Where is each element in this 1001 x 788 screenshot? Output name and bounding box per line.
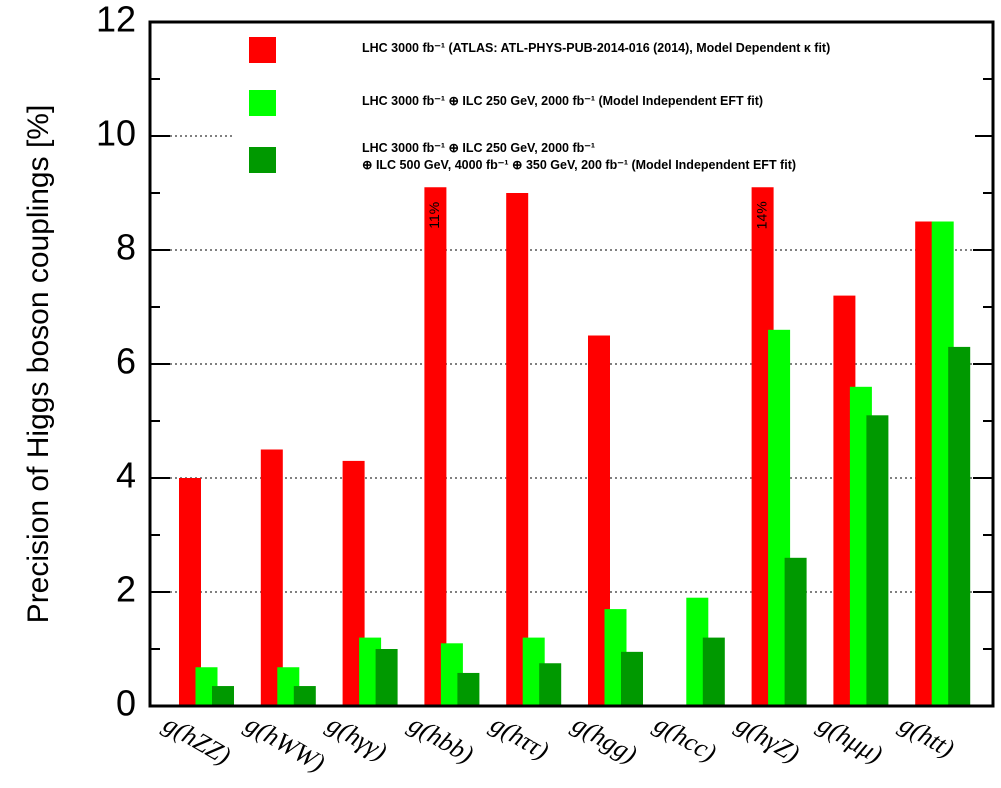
value-label: 11% [426, 202, 442, 229]
bar [866, 415, 889, 706]
y-tick-label: 8 [116, 227, 136, 268]
y-tick-label: 0 [116, 683, 136, 724]
value-label: 14% [753, 201, 769, 229]
x-tick-label: g(hbb) [404, 709, 479, 769]
bar [375, 649, 398, 706]
y-tick-label: 6 [116, 341, 136, 382]
legend-swatch [249, 37, 276, 63]
x-tick-label: g(hZZ) [159, 709, 236, 770]
x-tick-label: g(hγZ) [731, 709, 804, 768]
legend-label: LHC 3000 fb⁻¹ (ATLAS: ATL-PHYS-PUB-2014-… [362, 41, 831, 55]
legend-swatch [249, 90, 276, 116]
bar [621, 651, 643, 706]
y-tick-label: 2 [116, 569, 136, 610]
legend-label: LHC 3000 fb⁻¹ ⊕ ILC 250 GeV, 2000 fb⁻¹ ⊕… [362, 141, 797, 172]
legend-entry: LHC 3000 fb⁻¹ ⊕ ILC 250 GeV, 2000 fb⁻¹ (… [362, 94, 764, 108]
x-tick-label: g(hcc) [649, 709, 721, 767]
legend-swatch [249, 147, 276, 173]
y-axis-label: Precision of Higgs boson couplings [%] [22, 105, 55, 624]
y-tick-label: 12 [96, 0, 136, 40]
legend-label: LHC 3000 fb⁻¹ ⊕ ILC 250 GeV, 2000 fb⁻¹ (… [362, 94, 764, 108]
x-tick-label: g(hWW) [240, 709, 330, 777]
y-tick-label: 10 [96, 113, 136, 154]
bar [457, 672, 480, 706]
legend-entry: LHC 3000 fb⁻¹ ⊕ ILC 250 GeV, 2000 fb⁻¹ ⊕… [362, 141, 797, 172]
x-tick-label: g(hγγ) [322, 709, 392, 766]
y-tick-label: 4 [116, 455, 136, 496]
bar [539, 663, 562, 706]
x-tick-label: g(hgg) [568, 709, 643, 769]
bar [293, 686, 316, 706]
bar [179, 478, 201, 706]
x-tick-label: g(hττ) [486, 709, 554, 765]
bar [784, 557, 807, 706]
legend-background [235, 30, 975, 190]
x-tick-label: g(htt) [895, 709, 960, 763]
legend-entry: LHC 3000 fb⁻¹ (ATLAS: ATL-PHYS-PUB-2014-… [362, 41, 831, 55]
bar [702, 637, 725, 706]
bar [506, 193, 529, 706]
bar [212, 686, 234, 706]
bar [260, 449, 283, 706]
x-tick-label: g(hμμ) [813, 709, 888, 769]
bar [424, 187, 447, 706]
plot-frame [148, 20, 995, 708]
bar [948, 346, 971, 706]
